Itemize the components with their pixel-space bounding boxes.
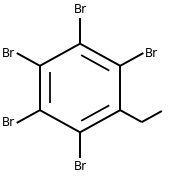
Text: Br: Br xyxy=(2,46,15,59)
Text: Br: Br xyxy=(145,46,158,59)
Text: Br: Br xyxy=(2,116,15,129)
Text: Br: Br xyxy=(74,3,87,16)
Text: Br: Br xyxy=(74,159,87,172)
